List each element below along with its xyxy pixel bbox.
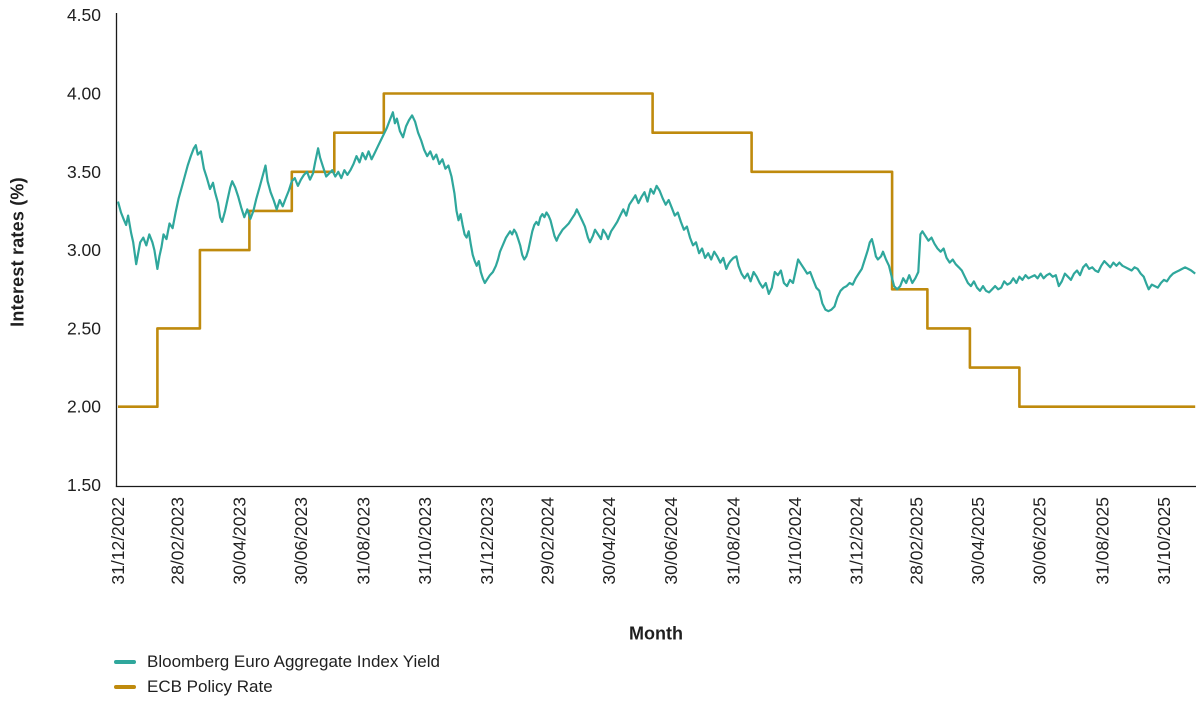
legend-swatch-bloomberg-icon — [114, 660, 136, 664]
x-tick-label: 31/08/2025 — [1092, 497, 1112, 585]
x-axis-title: Month — [629, 623, 683, 644]
x-tick-label: 31/12/2023 — [477, 497, 497, 585]
x-tick-label: 31/08/2023 — [354, 497, 374, 585]
y-tick-labels: 4.50 4.00 3.50 3.00 2.50 2.00 1.50 — [67, 5, 101, 495]
x-tick-label: 30/04/2024 — [599, 497, 619, 585]
legend-item-ecb: ECB Policy Rate — [114, 677, 440, 697]
x-tick-label: 31/12/2022 — [108, 497, 128, 585]
series-line-ecb — [118, 92, 1196, 409]
y-tick-label: 1.50 — [67, 475, 101, 495]
legend-label-ecb: ECB Policy Rate — [147, 677, 273, 696]
legend-swatch-ecb-icon — [114, 685, 136, 689]
x-tick-label: 31/10/2023 — [415, 497, 435, 585]
x-tick-label: 31/10/2025 — [1154, 497, 1174, 585]
x-tick-labels: 31/12/2022 28/02/2023 30/04/2023 30/06/2023… — [108, 497, 1174, 585]
y-axis-title: Interest rates (%) — [7, 177, 28, 327]
legend: Bloomberg Euro Aggregate Index Yield ECB… — [114, 652, 440, 697]
x-tick-label: 28/02/2023 — [168, 497, 188, 585]
x-tick-label: 31/12/2024 — [847, 497, 867, 585]
y-tick-label: 3.50 — [67, 162, 101, 182]
y-tick-label: 4.00 — [67, 84, 101, 104]
legend-label-bloomberg: Bloomberg Euro Aggregate Index Yield — [147, 652, 440, 671]
y-tick-label: 3.00 — [67, 240, 101, 260]
y-tick-label: 2.00 — [67, 397, 101, 417]
series-line-bloomberg — [116, 111, 1196, 313]
axes — [115, 13, 1196, 488]
x-tick-label: 31/10/2024 — [785, 497, 805, 585]
x-tick-label: 30/04/2023 — [229, 497, 249, 585]
x-tick-label: 30/06/2025 — [1030, 497, 1050, 585]
x-tick-label: 30/04/2025 — [968, 497, 988, 585]
y-tick-label: 4.50 — [67, 5, 101, 25]
y-tick-label: 2.50 — [67, 318, 101, 338]
legend-item-bloomberg: Bloomberg Euro Aggregate Index Yield — [114, 652, 440, 672]
x-tick-label: 29/02/2024 — [537, 497, 557, 585]
x-tick-label: 31/08/2024 — [723, 497, 743, 585]
x-tick-label: 30/06/2023 — [291, 497, 311, 585]
x-tick-label: 30/06/2024 — [661, 497, 681, 585]
x-tick-label: 28/02/2025 — [906, 497, 926, 585]
